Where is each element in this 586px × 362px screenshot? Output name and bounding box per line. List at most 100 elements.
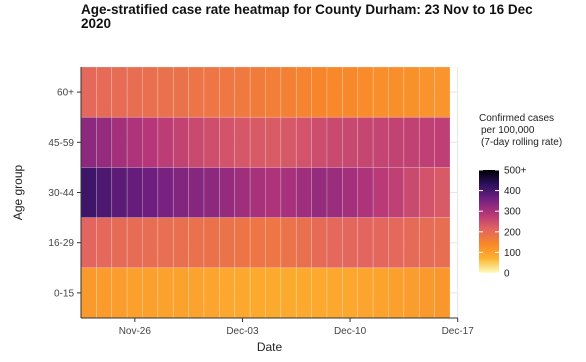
heatmap-cell [388, 267, 405, 319]
heatmap-cell [418, 66, 435, 118]
heatmap-cell [403, 66, 420, 118]
heatmap-cell [388, 66, 405, 118]
heatmap-cell [203, 267, 220, 319]
heatmap-cell [326, 267, 343, 319]
heatmap-cell [311, 167, 328, 218]
heatmap-cell [96, 217, 113, 269]
heatmap-cell [219, 167, 236, 218]
heatmap-cell [342, 167, 359, 218]
heatmap-cell [80, 116, 97, 168]
heatmap-cell [142, 267, 159, 319]
heatmap-cell [418, 217, 435, 269]
heatmap-cell [265, 116, 282, 168]
heatmap-cell [280, 267, 297, 319]
heatmap-cell [188, 167, 205, 218]
heatmap-cell [357, 217, 374, 269]
heatmap-cell [418, 167, 435, 218]
heatmap-cell [126, 66, 143, 118]
legend-tick-label: 400 [504, 186, 521, 197]
heatmap-cell [249, 217, 266, 269]
y-tick-label: 30-44 [48, 188, 74, 199]
heatmap-cell [342, 267, 359, 319]
heatmap-cell [357, 167, 374, 218]
legend-title-line: per 100,000 [481, 125, 535, 136]
legend-tick-label: 300 [504, 207, 521, 218]
heatmap-cell [96, 66, 113, 118]
heatmap-cell [234, 167, 251, 218]
heatmap-cell [403, 167, 420, 218]
heatmap-cell [342, 116, 359, 168]
heatmap-cell [265, 217, 282, 269]
heatmap-cell [234, 267, 251, 319]
heatmap-cell [126, 267, 143, 319]
heatmap-cell [203, 167, 220, 218]
heatmap-cell [219, 217, 236, 269]
heatmap-cell [295, 66, 312, 118]
heatmap-cell [342, 66, 359, 118]
y-axis: 0-15 16-29 30-44 45-59 60+ [48, 67, 82, 318]
heatmap-cell [249, 267, 266, 319]
x-tick-label: Dec-17 [442, 326, 475, 337]
heatmap-cell [280, 167, 297, 218]
chart-title: Age-stratified case rate heatmap for Cou… [81, 2, 533, 31]
heatmap-cell [219, 66, 236, 118]
heatmap-cell [234, 116, 251, 168]
heatmap-cell [311, 66, 328, 118]
heatmap-cell [188, 267, 205, 319]
heatmap-cell [157, 66, 174, 118]
x-tick-label: Nov-26 [119, 326, 152, 337]
heatmap-cell [80, 217, 97, 269]
legend-title-line: Confirmed cases [479, 113, 554, 124]
heatmap-cell [188, 66, 205, 118]
heatmap-cell [372, 217, 389, 269]
legend-tick-label: 500+ [504, 166, 527, 177]
heatmap-cell [203, 116, 220, 168]
heatmap-cell [203, 217, 220, 269]
heatmap-cell [403, 267, 420, 319]
heatmap-cell [249, 116, 266, 168]
heatmap-cell [96, 167, 113, 218]
heatmap-cell [265, 167, 282, 218]
heatmap-cell [388, 167, 405, 218]
heatmap-cell [295, 267, 312, 319]
heatmap-cell [311, 267, 328, 319]
heatmap-cell [111, 267, 128, 319]
heatmap-cell [172, 167, 189, 218]
heatmap-cell [188, 217, 205, 269]
heatmap-cell [111, 116, 128, 168]
legend-colorbar [479, 170, 499, 273]
heatmap-cell [326, 66, 343, 118]
heatmap-cell [142, 217, 159, 269]
heatmap-cell [418, 267, 435, 319]
heatmap-cell [372, 116, 389, 168]
heatmap-cell [403, 116, 420, 168]
heatmap-cell [80, 267, 97, 319]
heatmap-cell [434, 66, 451, 118]
heatmap-cell [388, 116, 405, 168]
heatmap-cell [326, 217, 343, 269]
heatmap-cell [326, 167, 343, 218]
heatmap-cell [157, 116, 174, 168]
heatmap-cell [249, 66, 266, 118]
heatmap-cell [111, 167, 128, 218]
legend-tick-label: 0 [504, 269, 510, 280]
heatmap-cell [295, 116, 312, 168]
y-tick-label: 45-59 [48, 138, 74, 149]
heatmap-cell [434, 267, 451, 319]
heatmap-cell [403, 217, 420, 269]
heatmap-cell [311, 217, 328, 269]
heatmap-cell [80, 167, 97, 218]
heatmap-cell [388, 217, 405, 269]
heatmap-cell [326, 116, 343, 168]
heatmap-cells [80, 66, 451, 319]
heatmap-cell [142, 66, 159, 118]
heatmap-cell [311, 116, 328, 168]
heatmap-cell [96, 116, 113, 168]
heatmap-cell [172, 217, 189, 269]
legend-tick-label: 100 [504, 248, 521, 259]
heatmap-cell [295, 167, 312, 218]
heatmap-cell [126, 116, 143, 168]
heatmap-cell [126, 167, 143, 218]
